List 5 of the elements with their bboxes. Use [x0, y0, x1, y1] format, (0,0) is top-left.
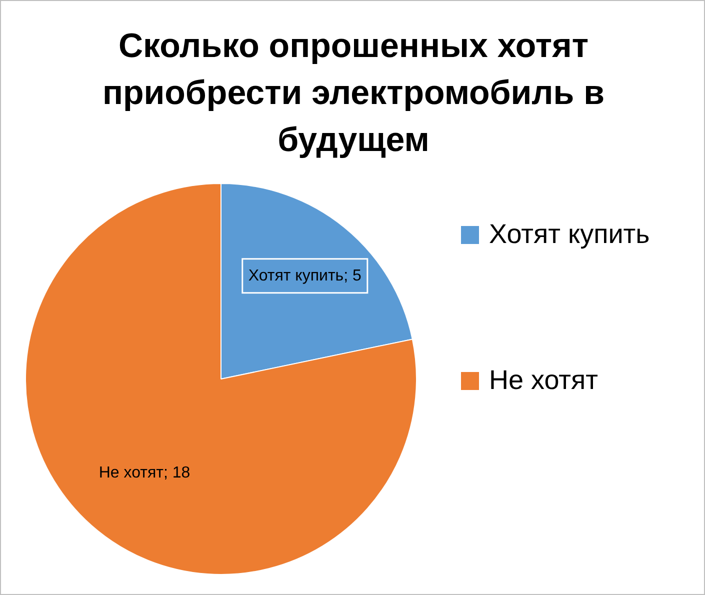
data-label: Хотят купить; 5 [248, 267, 362, 284]
chart-title: Сколько опрошенных хотят приобрести электромобиль в будущем [101, 26, 606, 161]
legend-label: Хотят купить [489, 219, 650, 250]
data-label: Не хотят; 18 [98, 464, 190, 482]
legend-label: Не хотят [489, 365, 598, 396]
